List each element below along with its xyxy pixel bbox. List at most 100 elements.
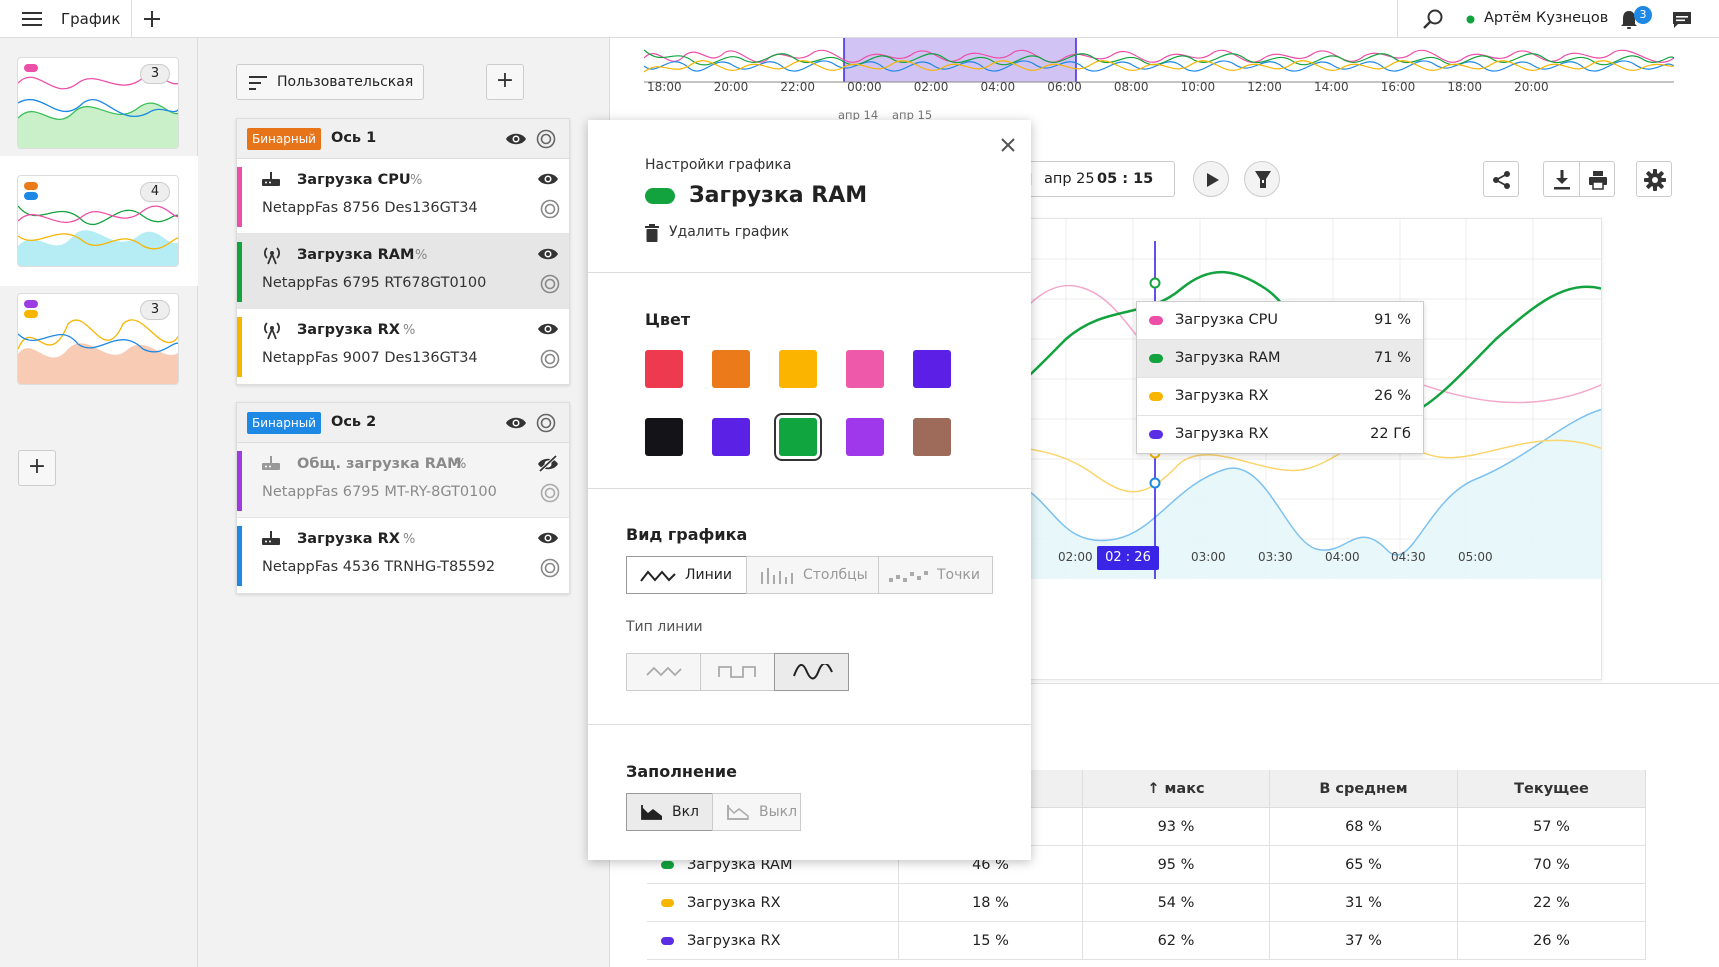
- cell-text: 62 %: [1157, 933, 1195, 949]
- timeline-navigator[interactable]: [644, 38, 1674, 88]
- series-dot: [661, 937, 674, 945]
- column-header-current[interactable]: Текущее: [1458, 770, 1646, 808]
- view-bars-option[interactable]: Столбцы: [746, 556, 879, 594]
- x-tick-label: 03:00: [1191, 550, 1226, 564]
- eye-icon[interactable]: [537, 171, 559, 187]
- target-icon[interactable]: [536, 129, 556, 149]
- series-settings-popup: Настройки графика Загрузка RAM Удалить г…: [588, 120, 1031, 860]
- line-type-linear[interactable]: [626, 653, 701, 691]
- series-dot: [1149, 354, 1163, 363]
- fill-section-title: Заполнение: [626, 762, 737, 781]
- eye-icon[interactable]: [537, 321, 559, 337]
- color-swatch[interactable]: [645, 350, 683, 388]
- fill-on-option[interactable]: Вкл: [626, 793, 713, 831]
- axis-type-badge[interactable]: Бинарный: [247, 412, 321, 434]
- add-tab-icon[interactable]: [144, 11, 160, 27]
- thumbnail-slot[interactable]: 3: [0, 38, 198, 168]
- axis-header[interactable]: Бинарный Ось 1: [237, 119, 569, 159]
- eye-icon[interactable]: [505, 415, 527, 431]
- target-icon[interactable]: [540, 199, 560, 219]
- date-time-control[interactable]: апр 25 05 : 15: [1010, 161, 1175, 197]
- color-swatch[interactable]: [913, 350, 951, 388]
- play-button[interactable]: [1193, 161, 1229, 197]
- preset-button[interactable]: Пользовательская: [236, 64, 424, 100]
- column-header-max[interactable]: ↑ макс: [1083, 770, 1270, 808]
- antenna-icon: [264, 322, 280, 340]
- color-swatch[interactable]: [846, 350, 884, 388]
- user-name[interactable]: Артём Кузнецов: [1484, 10, 1609, 26]
- eye-off-icon[interactable]: [537, 455, 559, 473]
- bell-icon[interactable]: [1620, 10, 1638, 30]
- divider: [1579, 162, 1580, 196]
- add-axis-button[interactable]: +: [486, 64, 524, 100]
- target-icon[interactable]: [536, 413, 556, 433]
- chart-thumbnail[interactable]: 3: [17, 57, 179, 149]
- series-row[interactable]: Загрузка RX % NetappFas 9007 Des136GT34: [237, 309, 569, 384]
- view-lines-label: Линии: [685, 567, 732, 583]
- color-swatch[interactable]: [846, 418, 884, 456]
- thumbnail-slot[interactable]: 4: [0, 156, 198, 286]
- share-button[interactable]: [1483, 161, 1519, 197]
- navigator-selection[interactable]: [844, 38, 1076, 82]
- chart-thumbnail[interactable]: 3: [17, 293, 179, 385]
- color-swatch[interactable]: [913, 418, 951, 456]
- chat-icon[interactable]: [1672, 11, 1692, 29]
- color-swatch[interactable]: [774, 413, 822, 461]
- target-icon[interactable]: [540, 349, 560, 369]
- color-swatch[interactable]: [712, 350, 750, 388]
- view-lines-option[interactable]: Линии: [626, 556, 747, 594]
- online-status-icon: [1466, 15, 1475, 24]
- series-unit: %: [403, 323, 416, 338]
- series-row[interactable]: Загрузка RX % NetappFas 4536 TRNHG-T8559…: [237, 518, 569, 593]
- settings-title: Загрузка RAM: [689, 183, 868, 208]
- series-color-pill: [645, 188, 675, 204]
- main-chart[interactable]: [965, 218, 1602, 680]
- smooth-line-icon: [793, 664, 833, 680]
- settings-button[interactable]: [1636, 161, 1672, 197]
- color-swatch[interactable]: [645, 418, 683, 456]
- target-icon[interactable]: [540, 558, 560, 578]
- menu-icon[interactable]: [22, 11, 42, 27]
- series-row[interactable]: Загрузка CPU % NetappFas 8756 Des136GT34: [237, 159, 569, 234]
- add-chart-button[interactable]: +: [18, 450, 56, 486]
- table-cell-min: 15 %: [899, 922, 1083, 960]
- eye-icon[interactable]: [537, 246, 559, 262]
- area-filled-icon: [641, 805, 662, 820]
- current-date: апр 25: [1044, 171, 1095, 187]
- view-points-option[interactable]: Точки: [878, 556, 993, 594]
- close-icon[interactable]: [1001, 138, 1015, 152]
- target-icon[interactable]: [540, 483, 560, 503]
- fill-off-option[interactable]: Выкл: [712, 793, 801, 831]
- rx2-line: [966, 408, 1601, 556]
- color-swatch[interactable]: [779, 350, 817, 388]
- eye-icon[interactable]: [505, 131, 527, 147]
- column-header-avg[interactable]: В среднем: [1270, 770, 1458, 808]
- cell-text: 95 %: [1157, 857, 1195, 873]
- cell-text: 46 %: [972, 857, 1009, 873]
- series-row[interactable]: Общ. загрузка RAM % NetappFas 6795 MT-RY…: [237, 443, 569, 518]
- highlight-button[interactable]: [1244, 161, 1280, 197]
- series-row[interactable]: Загрузка RAM % NetappFas 6795 RT678GT010…: [237, 234, 569, 309]
- download-icon[interactable]: [1553, 170, 1571, 190]
- color-swatch[interactable]: [712, 418, 750, 456]
- thumbnail-slot[interactable]: 3: [0, 288, 198, 418]
- line-type-smooth[interactable]: [774, 653, 849, 691]
- chart-tooltip: Загрузка CPU 91 % Загрузка RAM 71 % Загр…: [1136, 301, 1424, 454]
- series-unit: %: [410, 173, 423, 188]
- axis-type-badge[interactable]: Бинарный: [247, 128, 321, 150]
- series-name: Загрузка CPU: [297, 172, 411, 188]
- eye-icon[interactable]: [537, 530, 559, 546]
- cursor-time-label: 02 : 26: [1097, 546, 1159, 570]
- chart-thumbnail[interactable]: 4: [17, 175, 179, 267]
- navigator-tick-label: 04:00: [980, 80, 1016, 94]
- print-icon[interactable]: [1588, 170, 1608, 190]
- series-pill: [24, 182, 38, 190]
- search-icon[interactable]: [1423, 9, 1443, 29]
- target-icon[interactable]: [540, 274, 560, 294]
- cell-text: 54 %: [1157, 895, 1195, 911]
- line-type-step[interactable]: [700, 653, 775, 691]
- series-host: NetappFas 6795 MT-RY-8GT0100: [262, 484, 497, 500]
- chart-view-title: Вид графика: [626, 525, 748, 544]
- series-pill: [24, 192, 38, 200]
- axis-header[interactable]: Бинарный Ось 2: [237, 403, 569, 443]
